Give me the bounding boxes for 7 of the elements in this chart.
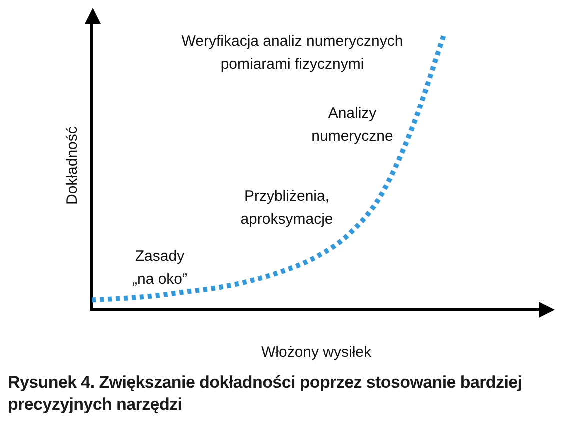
text: Rysunek 4. Zwiększanie dokładności poprzez stosowanie bardziej precyzyjnych narzędzi [8, 372, 524, 416]
annotation: Zasady „na oko” [131, 247, 189, 290]
y-axis-title: Dokładność [64, 126, 82, 205]
x-axis-title: Włożony wysiłek [261, 344, 372, 362]
annotation: Przybliżenia, aproksymacje [240, 187, 334, 230]
annotation: Analizy numeryczne [310, 104, 394, 147]
annotation: Weryfikacja analiz numerycznych pomiarami fizycznymi [180, 32, 404, 75]
